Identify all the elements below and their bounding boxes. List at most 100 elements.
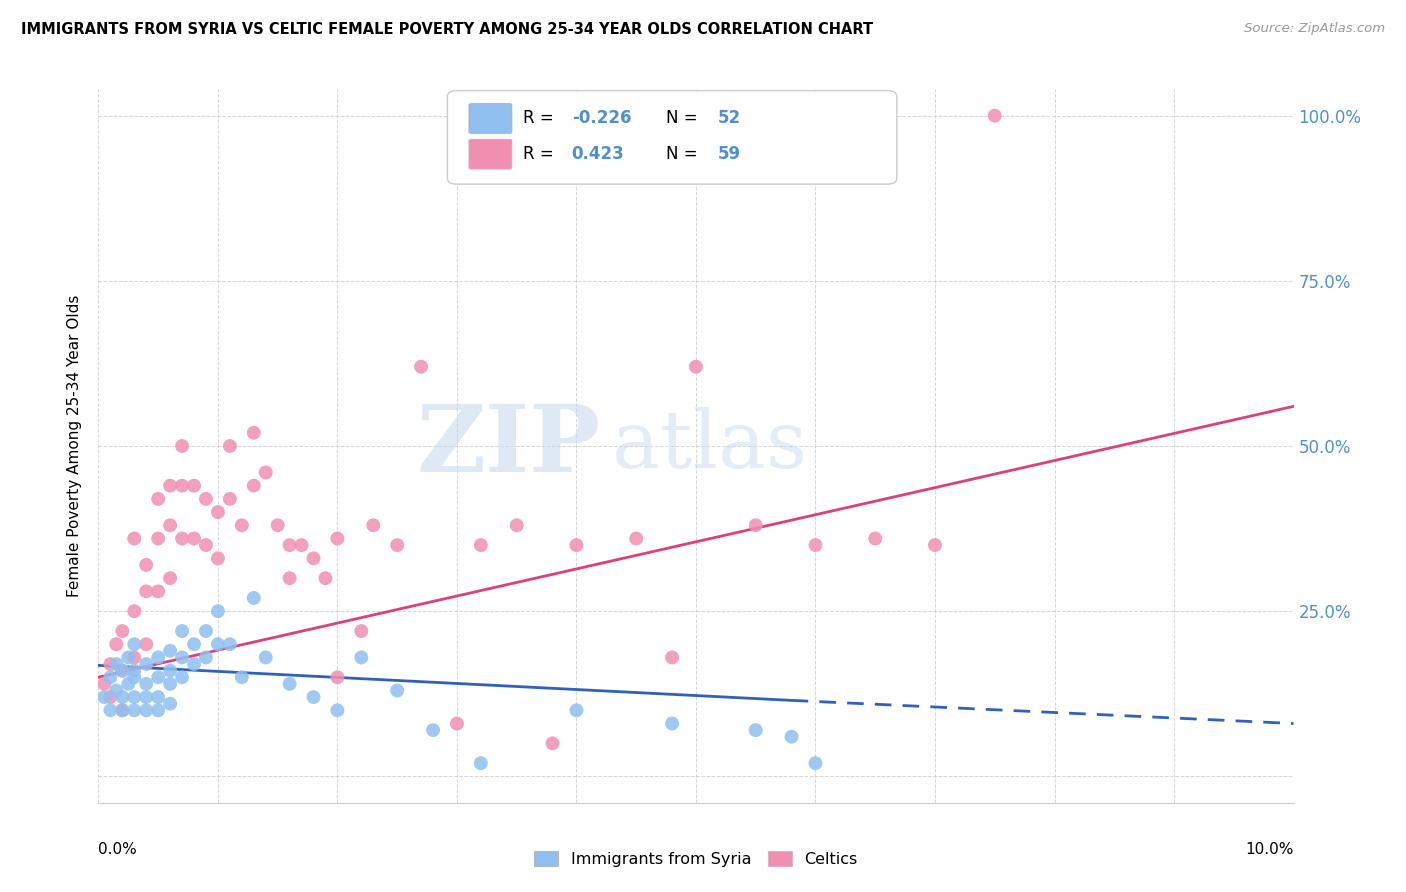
Point [159, 478, 181, 492]
Point [195, 650, 218, 665]
Point [159, 644, 181, 658]
Point [326, 703, 349, 717]
Point [117, 650, 139, 665]
Point [148, 670, 170, 684]
Point [207, 551, 229, 566]
Point [470, 538, 492, 552]
Point [135, 637, 157, 651]
Text: IMMIGRANTS FROM SYRIA VS CELTIC FEMALE POVERTY AMONG 25-34 YEAR OLDS CORRELATION: IMMIGRANTS FROM SYRIA VS CELTIC FEMALE P… [21, 22, 873, 37]
FancyBboxPatch shape [470, 139, 512, 169]
Point [135, 558, 157, 572]
Point [243, 591, 266, 605]
Point [172, 439, 194, 453]
Point [278, 538, 301, 552]
Point [804, 538, 827, 552]
Point [302, 690, 325, 704]
Point [207, 505, 229, 519]
Text: ZIP: ZIP [416, 401, 600, 491]
Point [804, 756, 827, 771]
Point [124, 604, 146, 618]
Point [219, 439, 242, 453]
Point [470, 756, 492, 771]
Point [302, 551, 325, 566]
Point [124, 664, 146, 678]
Point [111, 664, 134, 678]
Point [172, 670, 194, 684]
Point [124, 703, 146, 717]
Point [183, 657, 205, 671]
Point [105, 683, 128, 698]
Point [243, 478, 266, 492]
Point [254, 650, 277, 665]
Point [100, 703, 122, 717]
Point [291, 538, 314, 552]
Point [661, 716, 683, 731]
Text: 0.0%: 0.0% [98, 842, 138, 857]
Text: 0.423: 0.423 [572, 145, 624, 163]
Point [124, 637, 146, 651]
Point [135, 703, 157, 717]
Point [111, 703, 134, 717]
Point [172, 532, 194, 546]
Point [124, 532, 146, 546]
Point [159, 677, 181, 691]
Text: Source: ZipAtlas.com: Source: ZipAtlas.com [1244, 22, 1385, 36]
Point [315, 571, 337, 585]
Point [124, 650, 146, 665]
Point [159, 664, 181, 678]
Point [326, 670, 349, 684]
Point [148, 584, 170, 599]
Point [172, 650, 194, 665]
Point [780, 730, 803, 744]
Point [159, 571, 181, 585]
Text: R =: R = [523, 145, 564, 163]
Point [326, 532, 349, 546]
Y-axis label: Female Poverty Among 25-34 Year Olds: Female Poverty Among 25-34 Year Olds [67, 295, 83, 597]
Point [183, 478, 205, 492]
Point [100, 690, 122, 704]
Text: 10.0%: 10.0% [1246, 842, 1294, 857]
Point [148, 650, 170, 665]
Point [924, 538, 946, 552]
Legend: Immigrants from Syria, Celtics: Immigrants from Syria, Celtics [529, 845, 863, 873]
Point [124, 670, 146, 684]
Point [111, 664, 134, 678]
Point [411, 359, 433, 374]
Point [124, 690, 146, 704]
Point [565, 703, 588, 717]
Point [105, 657, 128, 671]
Point [135, 677, 157, 691]
Point [207, 637, 229, 651]
Point [219, 637, 242, 651]
Point [100, 657, 122, 671]
Point [135, 690, 157, 704]
Point [231, 518, 253, 533]
Point [148, 690, 170, 704]
Point [243, 425, 266, 440]
Point [278, 677, 301, 691]
Point [984, 109, 1007, 123]
Point [93, 690, 115, 704]
Point [541, 736, 564, 750]
Text: atlas: atlas [613, 407, 807, 485]
Point [159, 518, 181, 533]
Point [172, 478, 194, 492]
Point [385, 683, 409, 698]
Point [745, 518, 768, 533]
Point [183, 637, 205, 651]
Point [745, 723, 768, 738]
Text: R =: R = [523, 110, 558, 128]
Point [267, 518, 290, 533]
Text: 59: 59 [717, 145, 741, 163]
Point [685, 359, 707, 374]
Point [183, 532, 205, 546]
Point [422, 723, 444, 738]
Text: 52: 52 [717, 110, 741, 128]
Point [363, 518, 385, 533]
Point [231, 670, 253, 684]
Text: N =: N = [666, 110, 703, 128]
Point [111, 624, 134, 638]
Point [207, 604, 229, 618]
Point [105, 637, 128, 651]
Point [195, 491, 218, 506]
